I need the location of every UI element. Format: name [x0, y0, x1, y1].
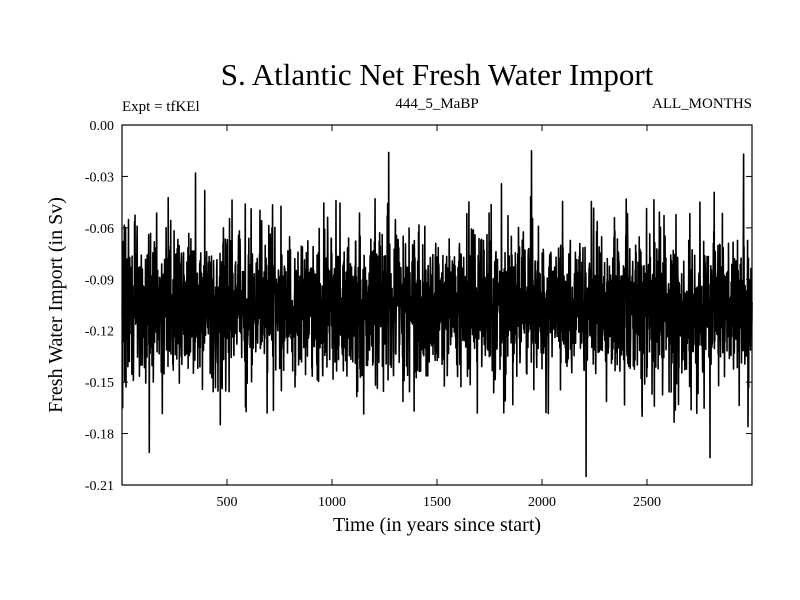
- axes: 0.00 -0.03 -0.06 -0.09 -0.12 -0.15 -0.18 -0.21 5…: [85, 119, 752, 510]
- y-tick-label: -0.12: [85, 325, 114, 340]
- x-tick-label: 2000: [528, 495, 556, 510]
- series-line: [121, 149, 753, 478]
- y-tick-label: -0.18: [85, 428, 114, 443]
- x-axis-label: Time (in years since start): [333, 514, 541, 536]
- chart-title: S. Atlantic Net Fresh Water Import: [221, 57, 654, 92]
- y-tick-label: -0.15: [85, 376, 114, 391]
- x-tick-label: 1500: [423, 495, 451, 510]
- x-tick-label: 500: [217, 495, 238, 510]
- y-tick-label: -0.06: [85, 222, 114, 237]
- y-tick-label: -0.21: [85, 479, 114, 494]
- months-label: ALL_MONTHS: [652, 96, 752, 112]
- series-layer: [121, 149, 753, 478]
- x-tick-label: 2500: [633, 495, 661, 510]
- y-tick-label: -0.09: [85, 273, 114, 288]
- experiment-label: Expt = tfKEl: [122, 99, 200, 115]
- period-label: 444_5_MaBP: [395, 96, 478, 112]
- y-tick-label: 0.00: [90, 119, 115, 134]
- y-tick-label: -0.03: [85, 170, 114, 185]
- x-tick-label: 1000: [318, 495, 346, 510]
- plot-frame: [121, 124, 753, 486]
- y-axis-label: Fresh Water Import (in Sv): [45, 197, 67, 413]
